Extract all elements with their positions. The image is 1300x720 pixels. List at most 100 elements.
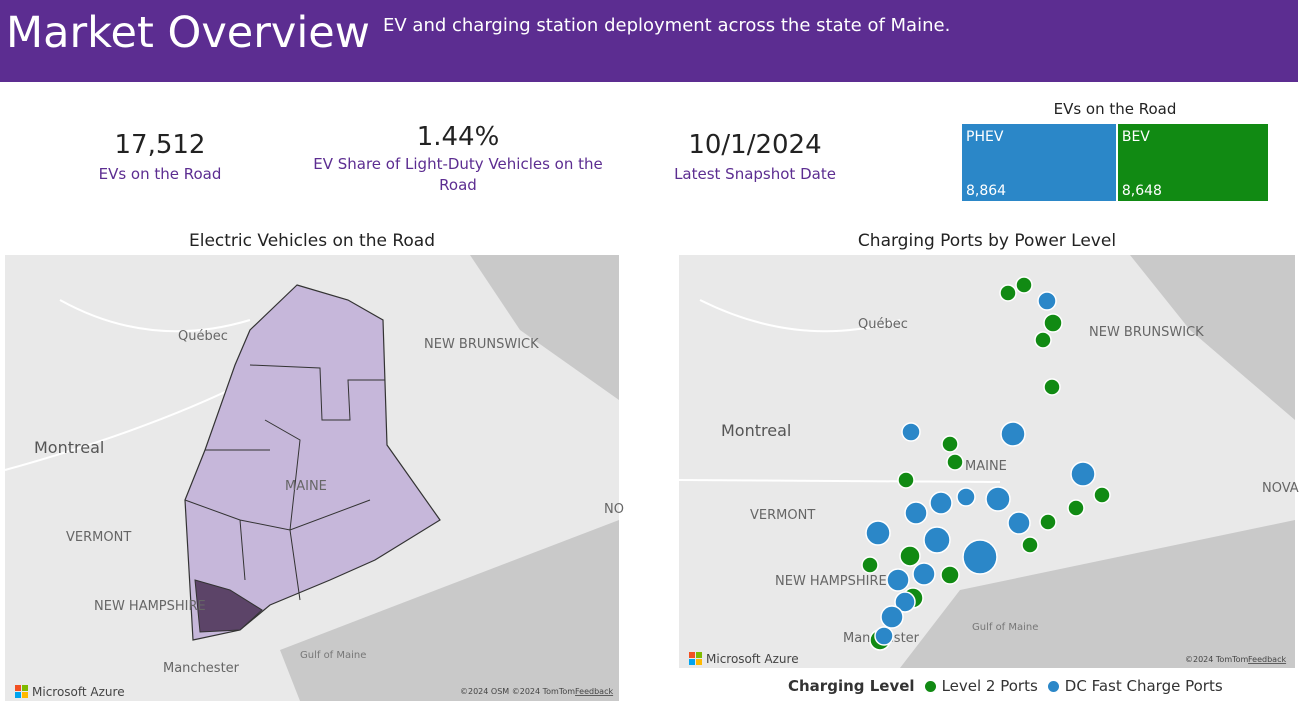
map-title: Electric Vehicles on the Road [189, 231, 435, 251]
station [985, 486, 1011, 512]
map-label: Québec [858, 317, 908, 332]
station [912, 562, 936, 586]
header-bar [0, 0, 1298, 82]
station [1093, 486, 1111, 504]
map-left: Québec NEW BRUNSWICK Montreal MAINE VERM… [4, 255, 624, 701]
map-label: NO [604, 502, 624, 517]
map-label: NEW BRUNSWICK [1089, 325, 1204, 340]
station [886, 568, 910, 592]
kpi-label: EVs on the Road [98, 165, 222, 183]
map-right: Québec NEW BRUNSWICK Montreal MAINE VERM… [678, 255, 1299, 668]
station [861, 556, 879, 574]
treemap-tile: BEV 8,648 [1117, 124, 1268, 201]
logo-square [696, 652, 702, 658]
station [923, 526, 951, 554]
kpi-value: 17,512 [114, 130, 206, 160]
treemap-title: EVs on the Road [1053, 100, 1177, 118]
logo-square [15, 692, 21, 698]
map-feedback[interactable]: Feedback [575, 687, 613, 696]
map-label: Montreal [721, 421, 791, 440]
station [874, 626, 894, 646]
kpi-label: EV Share of Light-Duty Vehicles on the R… [313, 155, 603, 194]
station [901, 422, 921, 442]
logo-square [15, 685, 21, 691]
tile-value: 8,648 [1121, 183, 1162, 199]
station [1015, 276, 1033, 294]
map-road [4, 299, 251, 471]
legend: Charging Level Level 2 Ports DC Fast Char… [788, 677, 1227, 695]
station [897, 471, 915, 489]
map-label: VERMONT [66, 530, 131, 545]
logo-square [689, 652, 695, 658]
station [1007, 511, 1031, 535]
logo-square [22, 692, 28, 698]
station [956, 487, 976, 507]
station [1000, 421, 1026, 447]
station [1039, 513, 1057, 531]
legend-label: Level 2 Ports [941, 677, 1038, 695]
map-label: NEW BRUNSWICK [424, 337, 539, 352]
station [1067, 499, 1085, 517]
kpi-value: 1.44% [416, 122, 500, 152]
station [899, 545, 921, 567]
treemap: PHEV 8,864 BEV 8,648 [962, 124, 1268, 201]
tile-name: PHEV [966, 129, 1004, 145]
station [1070, 461, 1096, 487]
map-copyright: ©2024 TomTom [1185, 655, 1249, 664]
station-dots [861, 276, 1111, 651]
map-logo: Microsoft Azure [32, 685, 125, 699]
station [1043, 378, 1061, 396]
map-feedback[interactable]: Feedback [1248, 655, 1286, 664]
station [999, 284, 1017, 302]
map-water [900, 255, 1295, 668]
map-label: MAINE [965, 459, 1007, 474]
map-title: Charging Ports by Power Level [857, 231, 1117, 251]
map-label: VERMONT [750, 508, 815, 523]
station [1037, 291, 1057, 311]
map-label: Montreal [34, 438, 104, 457]
map-label: MAINE [285, 479, 327, 494]
map-label: NEW HAMPSHIRE [775, 574, 887, 589]
station [904, 501, 928, 525]
map-logo: Microsoft Azure [706, 652, 799, 666]
legend-title: Charging Level [788, 677, 915, 695]
treemap-tile: PHEV 8,864 [962, 124, 1116, 201]
map-label: Gulf of Maine [972, 622, 1038, 633]
station [946, 453, 964, 471]
maine-counties [184, 284, 441, 641]
station [894, 591, 916, 613]
legend-dot [1047, 680, 1059, 692]
map-copyright: ©2024 OSM ©2024 TomTom [460, 687, 575, 696]
legend-dot [924, 680, 936, 692]
map-label: Manchester [163, 661, 240, 676]
page-title: Market Overview [6, 8, 370, 58]
map-road [678, 299, 1001, 483]
legend-label: DC Fast Charge Ports [1064, 677, 1223, 695]
station [940, 565, 960, 585]
map-water [280, 255, 619, 701]
map-label: Gulf of Maine [300, 650, 366, 661]
page-subtitle: EV and charging station deployment acros… [383, 15, 951, 36]
county-highlight [194, 579, 263, 633]
map-label: NOVA [1262, 481, 1299, 496]
tile-name: BEV [1121, 129, 1150, 145]
station [1034, 331, 1052, 349]
map-label: Québec [178, 329, 228, 344]
county-borders [184, 364, 385, 601]
kpi-label: Latest Snapshot Date [674, 165, 836, 183]
station [962, 539, 998, 575]
kpi-value: 10/1/2024 [688, 130, 822, 160]
station [941, 435, 959, 453]
station [1043, 313, 1063, 333]
station [880, 605, 904, 629]
logo-square [696, 659, 702, 665]
tile-value: 8,864 [966, 183, 1007, 199]
station [929, 491, 953, 515]
map-label: NEW HAMPSHIRE [94, 599, 206, 614]
logo-square [22, 685, 28, 691]
station [1021, 536, 1039, 554]
logo-square [689, 659, 695, 665]
station [865, 520, 891, 546]
